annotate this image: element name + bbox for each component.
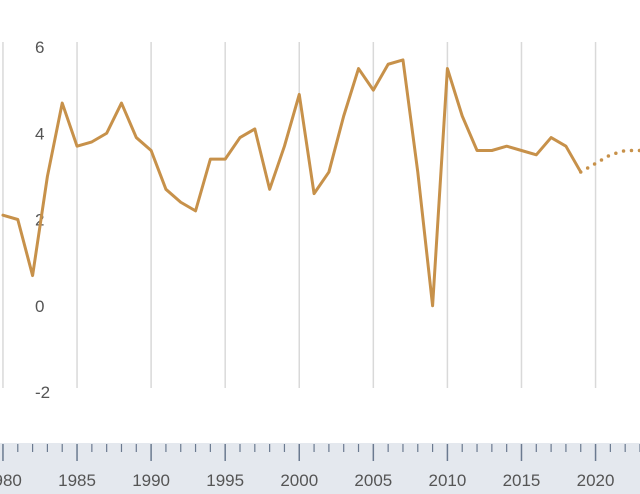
x-tick-label-1990: 1990 xyxy=(132,471,170,490)
y-tick-label: 0 xyxy=(35,297,44,316)
x-tick-label-2000: 2000 xyxy=(280,471,318,490)
x-tick-label-2015: 2015 xyxy=(503,471,541,490)
x-axis: 1980 1985 1990 1995 2000 2005 2010 2015 2020 xyxy=(0,444,640,490)
y-tick-label: 4 xyxy=(35,124,44,143)
series-lines xyxy=(1,58,640,308)
x-axis-band xyxy=(0,443,640,494)
x-tick-label-1985: 1985 xyxy=(58,471,96,490)
x-tick-label-2020: 2020 xyxy=(577,471,615,490)
y-tick-label: 6 xyxy=(35,38,44,57)
x-tick-label-1995: 1995 xyxy=(206,471,244,490)
y-tick-label: -2 xyxy=(35,383,50,402)
x-tick-label-1980: 1980 xyxy=(0,471,22,490)
x-tick-label-2010: 2010 xyxy=(428,471,466,490)
projection-line xyxy=(578,148,640,174)
historical-line xyxy=(1,58,583,308)
x-tick-label-2005: 2005 xyxy=(354,471,392,490)
